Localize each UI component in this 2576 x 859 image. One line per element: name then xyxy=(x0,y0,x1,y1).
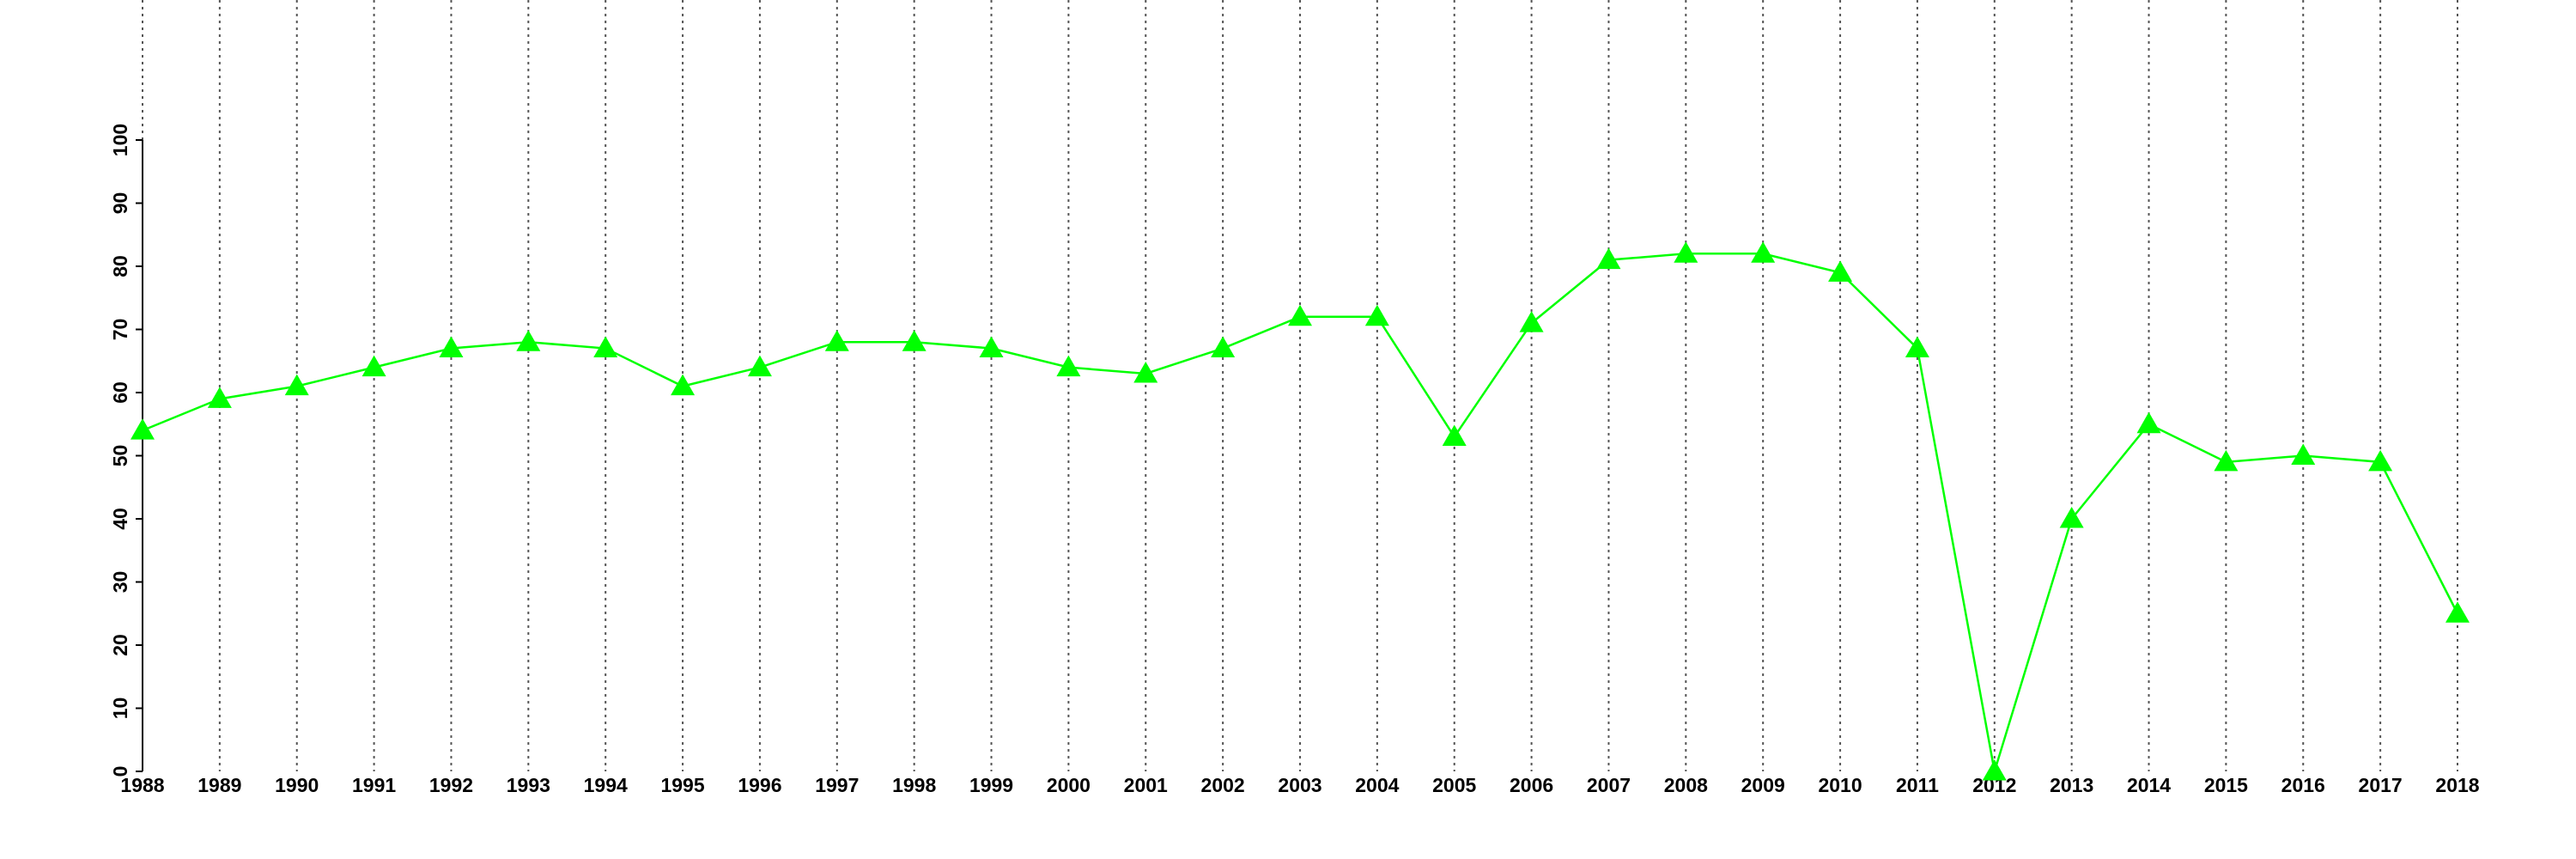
marker xyxy=(1442,424,1467,446)
x-tick-label: 1993 xyxy=(507,774,550,796)
x-tick-label: 1994 xyxy=(584,774,628,796)
marker xyxy=(671,374,696,396)
marker xyxy=(593,336,618,358)
marker xyxy=(1133,361,1158,383)
marker xyxy=(439,336,464,358)
x-tick-label: 2006 xyxy=(1510,774,1553,796)
marker xyxy=(979,336,1004,358)
marker xyxy=(2445,601,2470,623)
marker xyxy=(1288,304,1312,326)
y-tick-label: 10 xyxy=(109,698,131,720)
x-tick-label: 2003 xyxy=(1278,774,1321,796)
x-tick-label: 2000 xyxy=(1047,774,1091,796)
marker xyxy=(1828,260,1853,282)
y-tick-label: 40 xyxy=(109,508,131,530)
x-tick-label: 2011 xyxy=(1896,774,1939,796)
y-tick-label: 100 xyxy=(109,124,131,156)
marker xyxy=(1905,336,1929,358)
x-tick-label: 2013 xyxy=(2050,774,2093,796)
x-tick-label: 1991 xyxy=(352,774,396,796)
marker xyxy=(2059,507,2084,528)
marker xyxy=(1519,311,1544,332)
marker xyxy=(1751,241,1776,263)
marker xyxy=(824,330,849,351)
y-tick-label: 80 xyxy=(109,255,131,277)
marker xyxy=(2214,449,2239,472)
y-tick-label: 0 xyxy=(109,766,131,777)
x-tick-label: 2001 xyxy=(1124,774,1168,796)
marker xyxy=(1364,304,1389,326)
x-tick-label: 2004 xyxy=(1355,774,1399,796)
marker xyxy=(207,387,232,408)
x-tick-label: 1995 xyxy=(660,774,704,796)
y-tick-label: 60 xyxy=(109,381,131,404)
x-tick-label: 1988 xyxy=(120,774,164,796)
x-tick-label: 1990 xyxy=(275,774,319,796)
x-tick-label: 1998 xyxy=(892,774,936,796)
x-tick-label: 2008 xyxy=(1664,774,1708,796)
x-tick-label: 1989 xyxy=(197,774,241,796)
y-tick-label: 90 xyxy=(109,192,131,215)
x-tick-label: 2010 xyxy=(1818,774,1862,796)
x-tick-label: 2015 xyxy=(2204,774,2248,796)
marker xyxy=(284,374,309,396)
y-tick-label: 70 xyxy=(109,319,131,341)
marker xyxy=(361,355,386,377)
x-tick-label: 2009 xyxy=(1741,774,1785,796)
x-tick-label: 1999 xyxy=(969,774,1013,796)
marker xyxy=(2136,411,2161,434)
marker xyxy=(1056,355,1081,377)
marker xyxy=(2291,443,2316,465)
x-tick-label: 2005 xyxy=(1432,774,1476,796)
x-tick-label: 1997 xyxy=(815,774,859,796)
marker xyxy=(2368,449,2393,472)
y-tick-label: 50 xyxy=(109,445,131,467)
x-tick-label: 2014 xyxy=(2127,774,2171,796)
marker xyxy=(747,355,772,377)
marker xyxy=(1982,759,2007,781)
marker xyxy=(516,330,541,351)
x-tick-label: 2017 xyxy=(2359,774,2403,796)
marker xyxy=(1674,241,1698,263)
marker xyxy=(1211,336,1236,358)
y-tick-label: 20 xyxy=(109,634,131,656)
x-tick-label: 2016 xyxy=(2281,774,2325,796)
marker xyxy=(131,418,155,440)
x-tick-label: 2007 xyxy=(1587,774,1631,796)
x-tick-label: 1992 xyxy=(429,774,473,796)
marker xyxy=(1596,247,1621,270)
y-tick-label: 30 xyxy=(109,571,131,594)
x-tick-label: 2002 xyxy=(1201,774,1245,796)
marker xyxy=(902,330,927,351)
x-tick-label: 1996 xyxy=(738,774,781,796)
x-tick-label: 2018 xyxy=(2435,774,2479,796)
